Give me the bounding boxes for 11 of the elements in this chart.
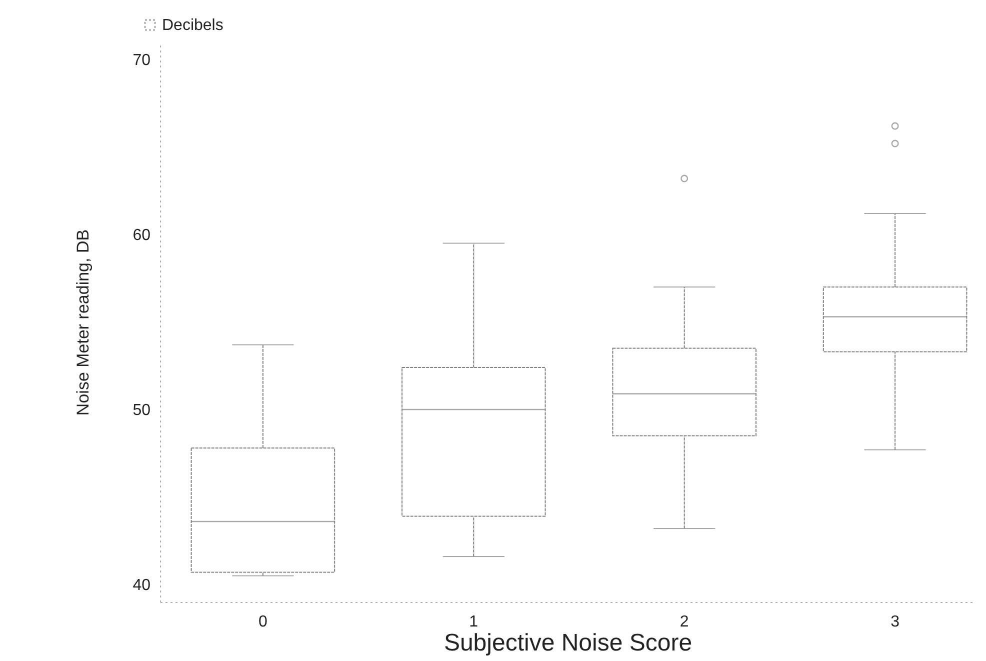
y-tick-label: 50 [132, 402, 151, 419]
legend-label: Decibels [162, 17, 224, 34]
y-tick-label: 60 [132, 227, 151, 244]
x-tick-label: 1 [469, 614, 478, 630]
y-axis-title: Noise Meter reading, DB [74, 229, 93, 416]
y-tick-label: 70 [132, 52, 151, 69]
x-axis-title: Subjective Noise Score [444, 630, 692, 656]
x-tick-label: 3 [890, 614, 900, 630]
y-tick-label: 40 [132, 577, 151, 594]
x-tick-label: 0 [258, 614, 268, 630]
x-tick-label: 2 [680, 614, 689, 630]
